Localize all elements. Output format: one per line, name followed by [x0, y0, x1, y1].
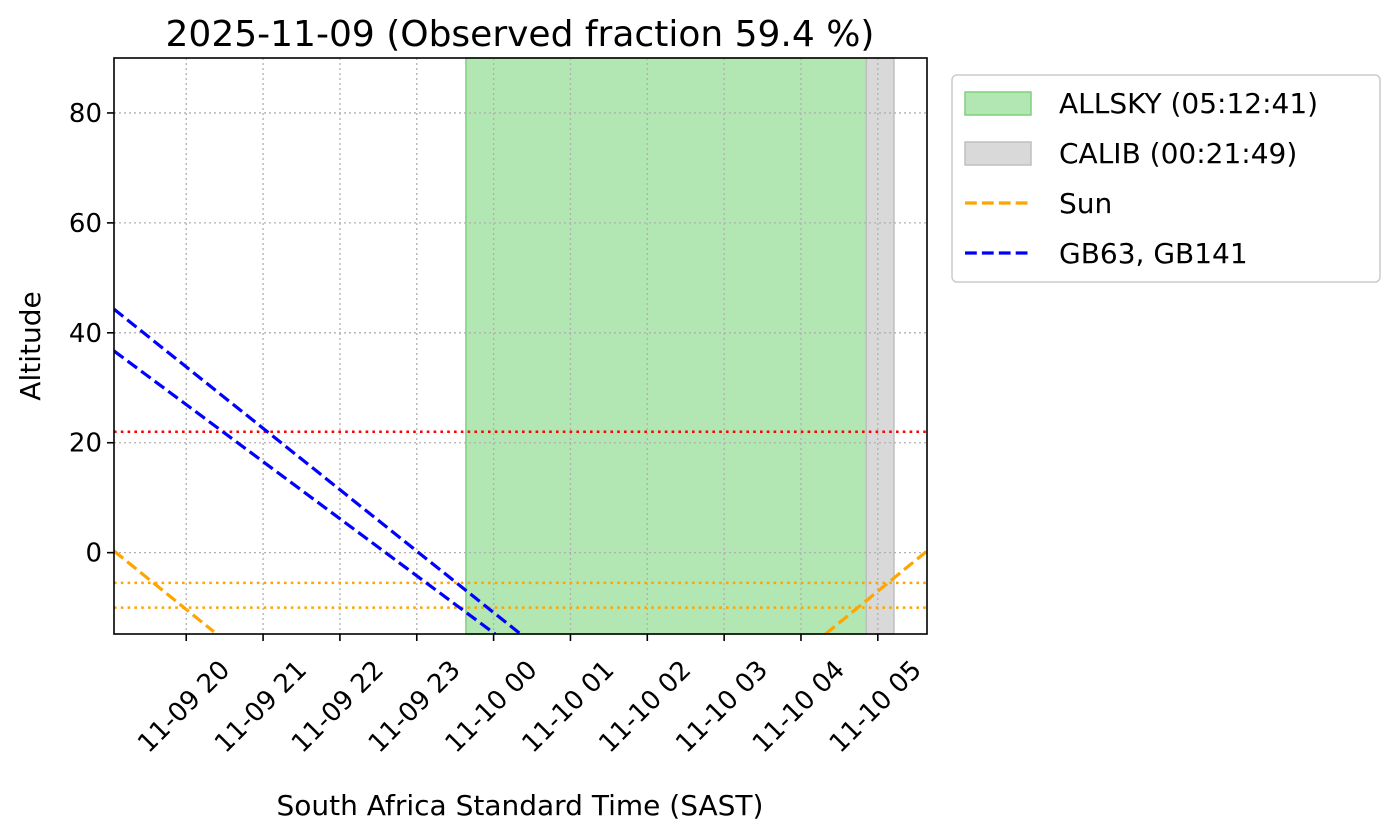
y-axis-label: Altitude: [14, 291, 47, 400]
grid: [114, 58, 927, 634]
y-tick-label: 60: [69, 209, 102, 239]
series-line-1-0: [114, 307, 522, 634]
legend-swatch-0: [964, 91, 1032, 116]
legend-label: GB63, GB141: [1059, 237, 1248, 270]
legend-swatch-1: [964, 141, 1032, 166]
time-spans: [465, 57, 895, 635]
legend-label: CALIB (00:21:49): [1059, 137, 1297, 170]
series-line-0-0: [114, 549, 215, 634]
legend: ALLSKY (05:12:41) CALIB (00:21:49) Sun GB63…: [951, 74, 1381, 283]
x-axis-label: South Africa Standard Time (SAST): [277, 789, 764, 822]
series-line-0-1: [824, 549, 927, 634]
chart-title: 2025-11-09 (Observed fraction 59.4 %): [166, 14, 875, 55]
span-0: [465, 57, 868, 635]
legend-label: Sun: [1059, 187, 1112, 220]
plot-frame: [113, 57, 928, 635]
y-axis-ticks: 0 20 40 60 80: [69, 99, 114, 569]
y-tick-label: 20: [69, 429, 102, 459]
span-1: [865, 57, 895, 635]
y-tick-label: 80: [69, 99, 102, 129]
legend-frame: [951, 74, 1381, 283]
series-line-2-0: [114, 349, 497, 634]
y-tick-label: 0: [85, 539, 102, 569]
legend-label: ALLSKY (05:12:41): [1059, 87, 1318, 120]
y-tick-label: 40: [69, 319, 102, 349]
series-lines: [114, 307, 927, 634]
